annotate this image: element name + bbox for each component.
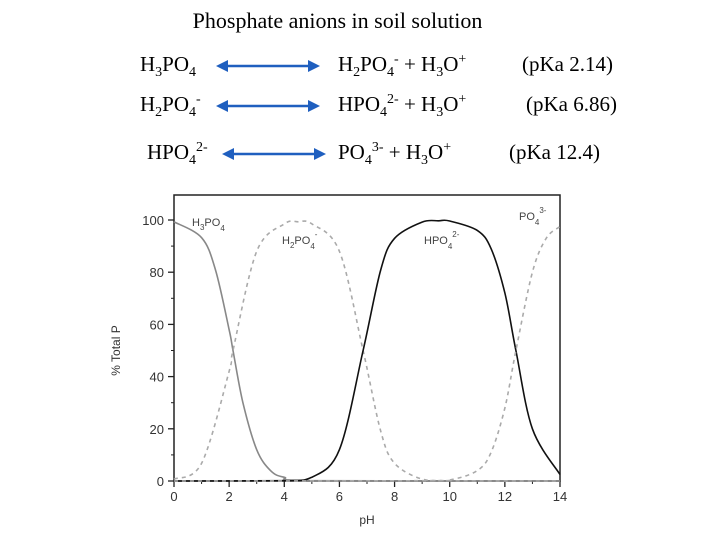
x-tick-label: 8: [391, 489, 398, 504]
chart-axes: 0 20 40 60 80 100 0 2 4 6 8 10 12 14 pH % Total P: [109, 194, 567, 527]
plot-frame: [173, 194, 561, 482]
reactant-species: HPO42-: [147, 140, 208, 169]
product-species: PO43- + H3O+: [338, 140, 452, 169]
series-line-H2PO4-: [173, 220, 561, 482]
product-species: H2PO4- + H3O+: [338, 52, 467, 81]
product-species: HPO42- + H3O+: [338, 92, 467, 121]
pka-value: (pKa 6.86): [526, 92, 617, 116]
x-tick-label: 2: [226, 489, 233, 504]
x-tick-label: 10: [442, 489, 456, 504]
y-tick-label: 60: [150, 317, 164, 332]
double-arrow-icon: [216, 100, 320, 112]
series-line-HPO42-: [173, 219, 561, 482]
chart-series-labels: H3PO4 H2PO4- HPO42- PO43-: [192, 206, 547, 251]
double-arrow-icon: [216, 60, 320, 72]
x-tick-label: 4: [281, 489, 288, 504]
series-label: PO43-: [519, 206, 547, 227]
x-tick-label: 14: [553, 489, 567, 504]
double-arrow-icon: [222, 148, 326, 160]
x-tick-label: 0: [170, 489, 177, 504]
chart-curves: [173, 219, 561, 482]
pka-value: (pKa 12.4): [509, 140, 600, 164]
y-tick-label: 20: [150, 422, 164, 437]
x-tick-label: 6: [336, 489, 343, 504]
pka-value: (pKa 2.14): [522, 52, 613, 76]
y-tick-label: 80: [150, 265, 164, 280]
series-label: HPO42-: [424, 230, 460, 251]
series-line-H3PO4: [173, 221, 561, 482]
series-label: H2PO4-: [282, 230, 318, 251]
x-tick-label: 12: [498, 489, 512, 504]
page-title: Phosphate anions in soil solution: [192, 8, 483, 33]
y-tick-label: 40: [150, 370, 164, 385]
reactant-species: H2PO4-: [140, 92, 201, 121]
series-label: H3PO4: [192, 217, 225, 233]
y-axis-label: % Total P: [109, 325, 123, 375]
reactant-species: H3PO4: [140, 52, 197, 81]
y-tick-label: 100: [142, 213, 164, 228]
y-tick-label: 0: [157, 474, 164, 489]
x-axis-label: pH: [359, 513, 374, 527]
series-line-PO43-: [173, 225, 561, 482]
